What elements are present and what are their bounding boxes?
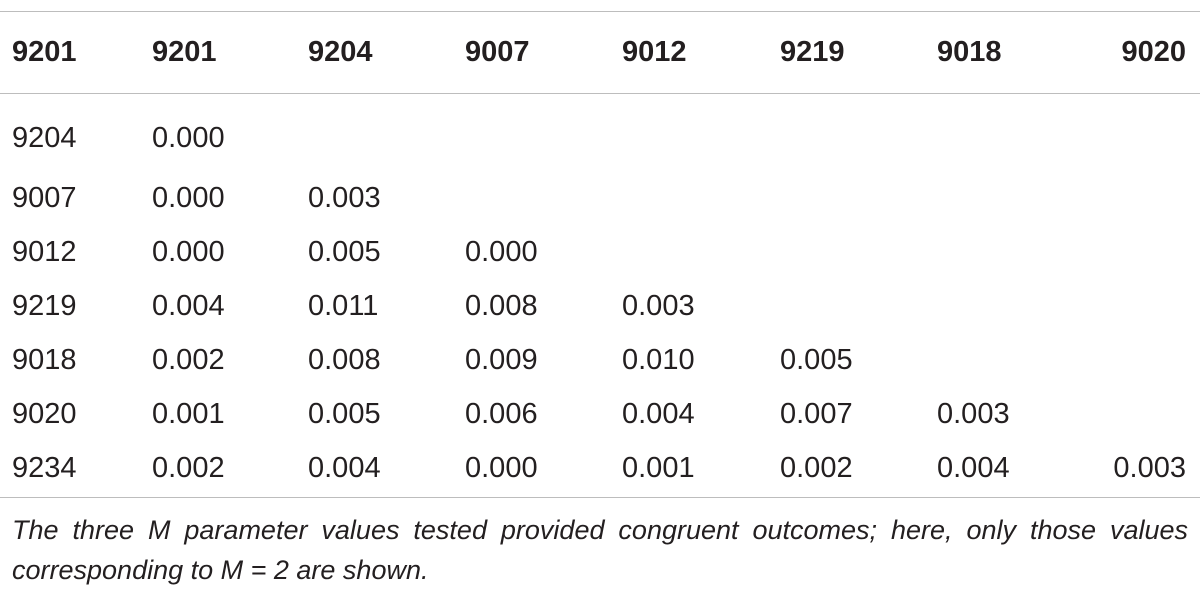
table-cell: 0.003 xyxy=(622,289,695,322)
table-row: 9018 0.002 0.008 0.009 0.010 0.005 xyxy=(0,333,1200,387)
table-cell: 0.001 xyxy=(622,451,695,484)
table-cell xyxy=(937,225,1094,279)
table-cell xyxy=(1094,171,1200,225)
table-cell: 0.000 xyxy=(152,121,225,154)
table-cell xyxy=(937,93,1094,171)
table-cell: 0.003 xyxy=(1113,451,1186,484)
table-cell: 0.002 xyxy=(780,451,853,484)
table-cell: 0.006 xyxy=(465,397,538,430)
table-row: 9020 0.001 0.005 0.006 0.004 0.007 0.003 xyxy=(0,387,1200,441)
row-label: 9018 xyxy=(12,343,77,376)
top-rule xyxy=(0,11,1200,12)
table-cell xyxy=(622,93,780,171)
header-cell: 9201 xyxy=(12,35,77,68)
table-cell: 0.003 xyxy=(937,397,1010,430)
row-label: 9234 xyxy=(12,451,77,484)
table-cell: 0.000 xyxy=(465,235,538,268)
table-cell xyxy=(465,93,622,171)
table-cell: 0.010 xyxy=(622,343,695,376)
table-cell: 0.005 xyxy=(308,397,381,430)
table-cell: 0.005 xyxy=(780,343,853,376)
table-cell: 0.005 xyxy=(308,235,381,268)
distance-matrix-table: 9201 9201 9204 9007 9012 9219 9018 9020 … xyxy=(0,11,1200,495)
header-rule xyxy=(0,93,1200,94)
row-label: 9012 xyxy=(12,235,77,268)
table-cell xyxy=(622,225,780,279)
table-cell: 0.000 xyxy=(465,451,538,484)
row-label: 9204 xyxy=(12,121,77,154)
table-cell: 0.004 xyxy=(308,451,381,484)
table-cell: 0.004 xyxy=(937,451,1010,484)
header-cell: 9201 xyxy=(152,35,217,68)
table-row: 9219 0.004 0.011 0.008 0.003 xyxy=(0,279,1200,333)
table-cell xyxy=(937,333,1094,387)
bottom-rule xyxy=(0,497,1200,498)
table-cell: 0.003 xyxy=(308,181,381,214)
table-row: 9204 0.000 xyxy=(0,93,1200,171)
table-cell xyxy=(465,171,622,225)
table-cell xyxy=(1094,387,1200,441)
header-cell: 9020 xyxy=(1121,35,1186,68)
table-cell xyxy=(1094,333,1200,387)
table-cell xyxy=(780,279,937,333)
header-cell: 9012 xyxy=(622,35,687,68)
table-cell xyxy=(1094,93,1200,171)
table-cell: 0.000 xyxy=(152,235,225,268)
table-cell xyxy=(1094,279,1200,333)
table-cell: 0.011 xyxy=(308,289,379,322)
header-cell: 9219 xyxy=(780,35,845,68)
table-cell xyxy=(780,93,937,171)
table-footnote: The three M parameter values tested prov… xyxy=(12,515,1188,585)
table-cell: 0.004 xyxy=(152,289,225,322)
header-cell: 9007 xyxy=(465,35,530,68)
row-label: 9020 xyxy=(12,397,77,430)
table-cell: 0.002 xyxy=(152,343,225,376)
table-cell xyxy=(937,279,1094,333)
table-cell: 0.004 xyxy=(622,397,695,430)
table-cell xyxy=(937,171,1094,225)
table-cell xyxy=(780,225,937,279)
table-cell: 0.007 xyxy=(780,397,853,430)
row-label: 9007 xyxy=(12,181,77,214)
header-row: 9201 9201 9204 9007 9012 9219 9018 9020 xyxy=(0,11,1200,93)
table-row: 9012 0.000 0.005 0.000 xyxy=(0,225,1200,279)
table-cell xyxy=(1094,225,1200,279)
table-cell xyxy=(308,93,465,171)
row-label: 9219 xyxy=(12,289,77,322)
header-cell: 9018 xyxy=(937,35,1002,68)
table-cell: 0.000 xyxy=(152,181,225,214)
table-cell: 0.002 xyxy=(152,451,225,484)
table-cell xyxy=(780,171,937,225)
table-row: 9007 0.000 0.003 xyxy=(0,171,1200,225)
table-cell: 0.009 xyxy=(465,343,538,376)
table-cell: 0.008 xyxy=(308,343,381,376)
table-row: 9234 0.002 0.004 0.000 0.001 0.002 0.004… xyxy=(0,441,1200,495)
header-cell: 9204 xyxy=(308,35,373,68)
table-cell xyxy=(622,171,780,225)
table-cell: 0.001 xyxy=(152,397,225,430)
table-cell: 0.008 xyxy=(465,289,538,322)
